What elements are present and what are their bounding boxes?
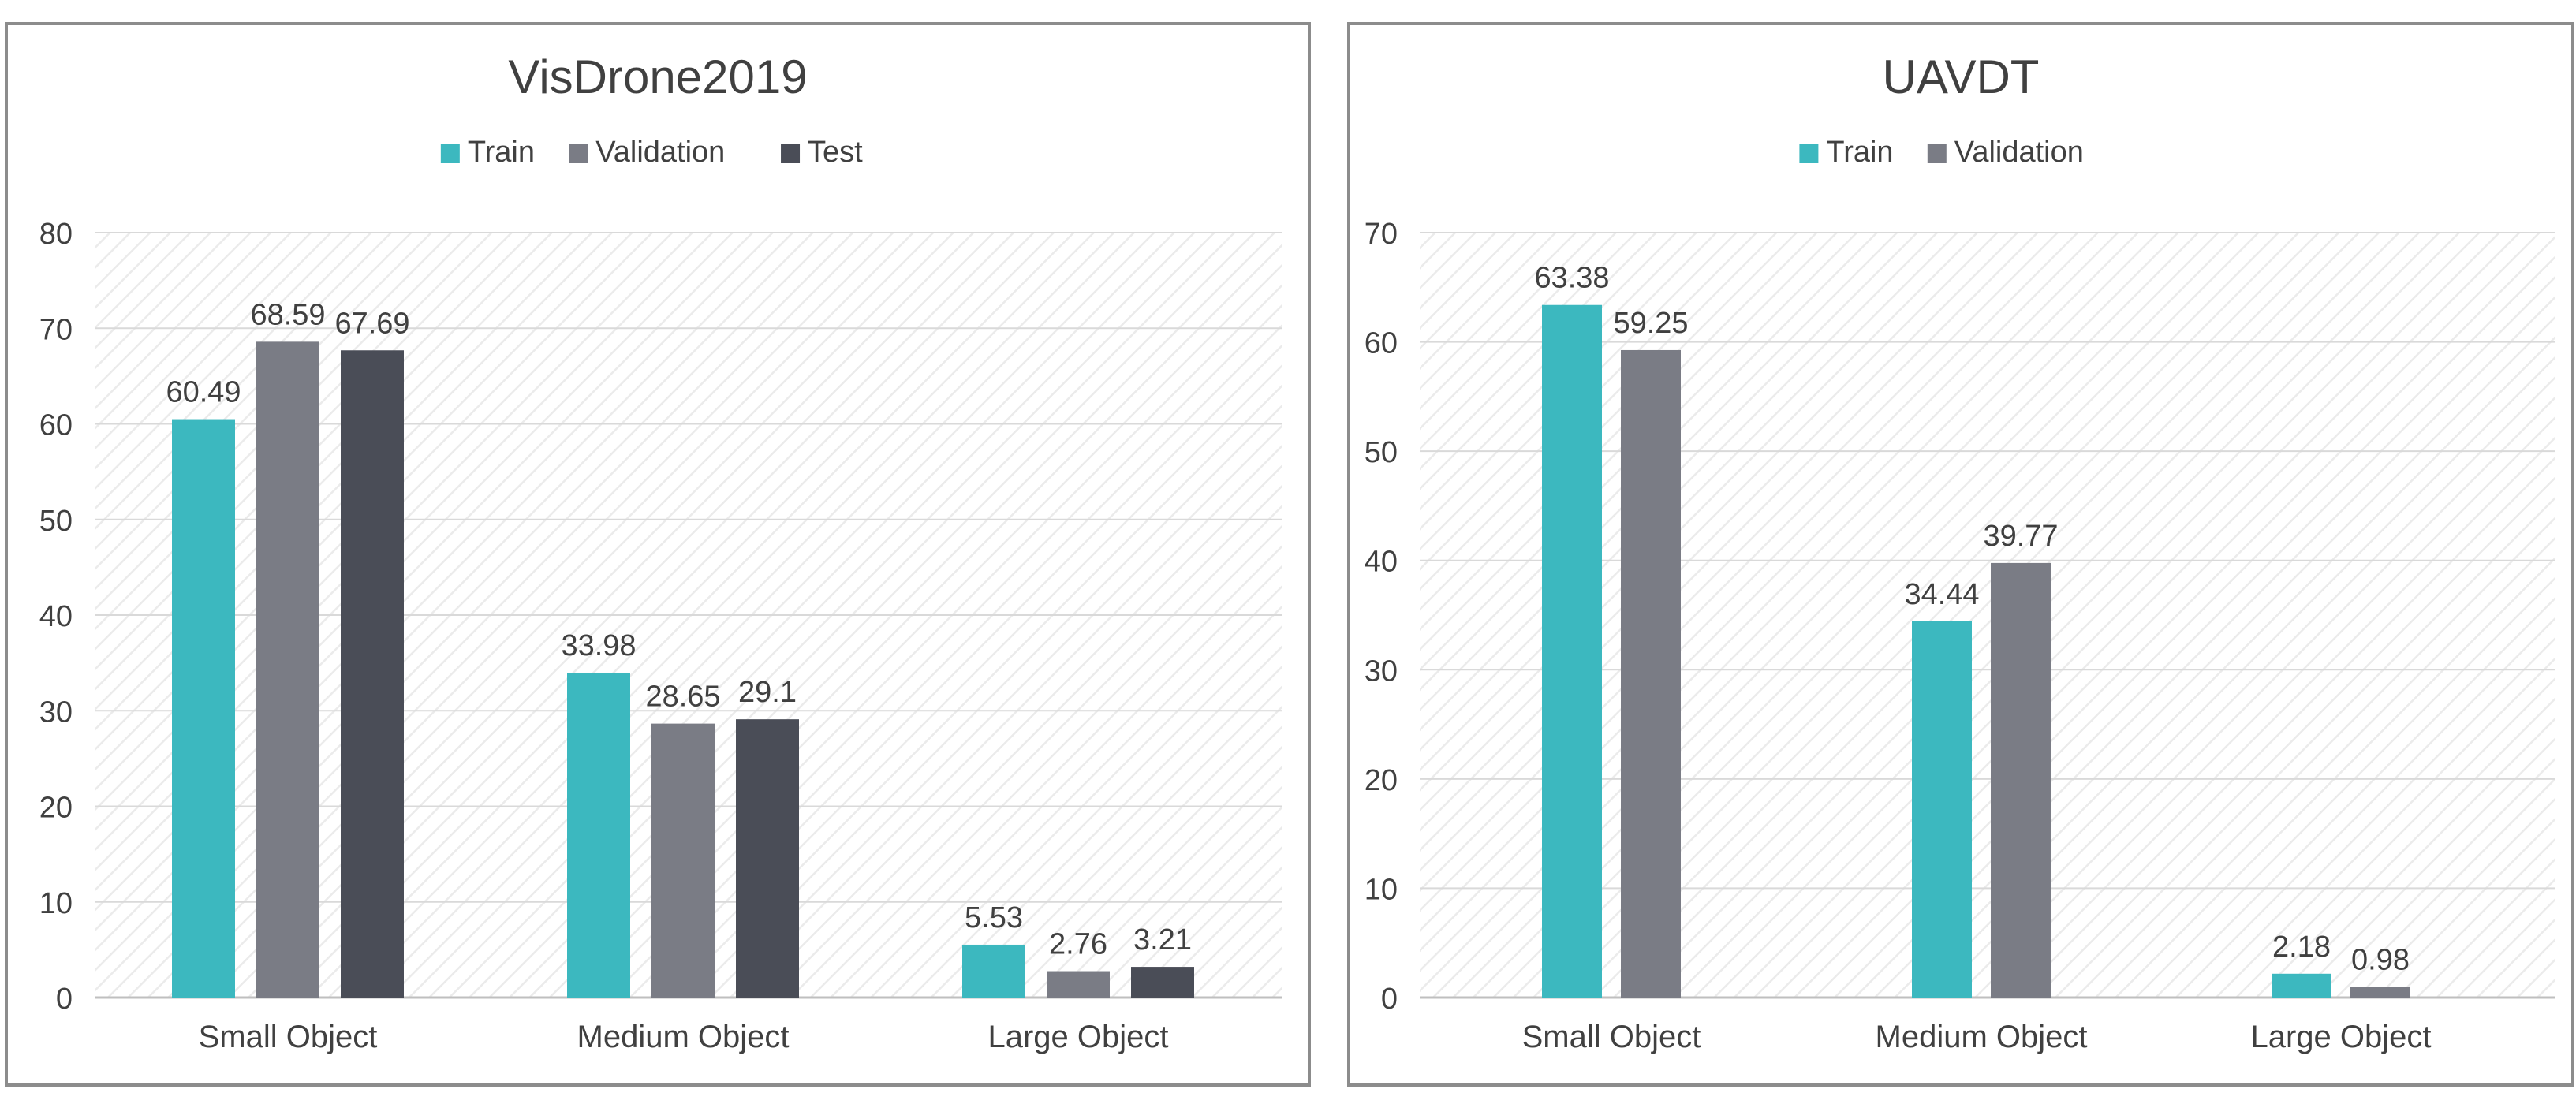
legend-swatch [1927,144,1947,163]
y-tick-label: 70 [1365,218,1398,251]
y-tick-label: 10 [1365,873,1398,906]
y-tick-label: 40 [39,600,73,633]
chart-visdrone2019: VisDrone2019 Train Validation Test 0 10 20 30… [5,22,1311,1087]
bar-train-large-object [2272,973,2331,998]
legend-swatch [440,144,460,163]
data-label: 63.38 [1534,262,1609,295]
legend-swatch [1799,144,1819,163]
y-tick-label: 10 [39,887,73,920]
bar-train-small-object [172,419,235,998]
x-tick-label: Large Object [2250,1020,2431,1054]
x-tick-label: Small Object [199,1020,378,1054]
chart-uavdt: UAVDT Train Validation 0 10 20 30 40 50 60 70 63… [1347,22,2574,1087]
plot-area: 0 10 20 30 40 50 60 70 80 60.49 68.59 67.69 33.98 28… [39,218,1282,1054]
bar-labels: 60.49 68.59 67.69 33.98 28.65 29.1 5.53 2.76 3.2… [166,298,1192,960]
y-tick-label: 40 [1365,546,1398,579]
y-tick-label: 30 [39,696,73,729]
legend-swatch [569,144,588,163]
data-label: 67.69 [334,307,409,340]
legend-label: Train [468,136,535,169]
bar-validation-small-object [1621,349,1681,998]
y-axis-ticks: 0 10 20 30 40 50 60 70 [1365,218,1398,1016]
x-tick-label: Medium Object [1876,1020,2088,1054]
data-label: 68.59 [250,298,325,331]
bar-test-medium-object [736,719,799,998]
y-axis-ticks: 0 10 20 30 40 50 60 70 80 [39,218,73,1016]
data-label: 2.76 [1049,928,1107,961]
data-label: 28.65 [645,681,720,714]
legend-item-train: Train [1799,136,1894,169]
y-tick-label: 60 [39,409,73,442]
data-label: 39.77 [1983,520,2058,553]
data-label: 59.25 [1613,307,1688,340]
bar-test-large-object [1131,967,1194,998]
bar-validation-small-object [256,341,319,998]
x-axis-ticks: Small Object Medium Object Large Object [199,1020,1169,1054]
bars [172,341,1194,998]
legend-item-train: Train [440,136,535,169]
x-tick-label: Small Object [1522,1020,1701,1054]
legend-item-test: Test [781,136,863,169]
legend: Train Validation Test [440,136,863,169]
bar-train-small-object [1542,304,1602,998]
bar-validation-large-object [2350,987,2410,998]
y-tick-label: 70 [39,313,73,346]
bar-validation-medium-object [651,723,715,998]
bar-validation-large-object [1047,971,1110,998]
y-tick-label: 0 [56,983,73,1016]
legend-item-validation: Validation [1927,136,2084,169]
y-tick-label: 20 [1365,764,1398,797]
legend-swatch [781,144,801,163]
y-tick-label: 80 [39,218,73,251]
legend-label: Test [808,136,863,169]
y-tick-label: 0 [1381,983,1398,1016]
y-tick-label: 50 [39,505,73,538]
y-tick-label: 50 [1365,436,1398,469]
data-label: 34.44 [1904,578,1979,611]
plot-background [1420,233,2555,998]
bar-validation-medium-object [1991,562,2051,998]
legend-item-validation: Validation [569,136,725,169]
chart-title: UAVDT [1883,50,2040,103]
data-label: 0.98 [2351,943,2410,976]
bar-test-small-object [341,350,404,998]
data-label: 33.98 [561,629,636,662]
data-label: 2.18 [2272,931,2331,964]
y-tick-label: 30 [1365,655,1398,688]
legend-label: Train [1826,136,1893,169]
bar-train-large-object [962,944,1025,998]
x-axis-ticks: Small Object Medium Object Large Object [1522,1020,2432,1054]
legend-label: Validation [1954,136,2084,169]
y-tick-label: 60 [1365,327,1398,360]
chart-title: VisDrone2019 [508,50,807,103]
data-label: 5.53 [965,901,1023,934]
legend-label: Validation [595,136,725,169]
data-label: 60.49 [166,376,241,409]
x-tick-label: Medium Object [577,1020,790,1054]
x-tick-label: Large Object [987,1020,1168,1054]
bar-train-medium-object [567,672,630,998]
data-label: 3.21 [1133,923,1192,957]
legend: Train Validation [1799,136,2084,169]
data-label: 29.1 [738,676,797,709]
bars [1542,304,2410,998]
y-tick-label: 20 [39,792,73,825]
bar-train-medium-object [1912,621,1972,998]
